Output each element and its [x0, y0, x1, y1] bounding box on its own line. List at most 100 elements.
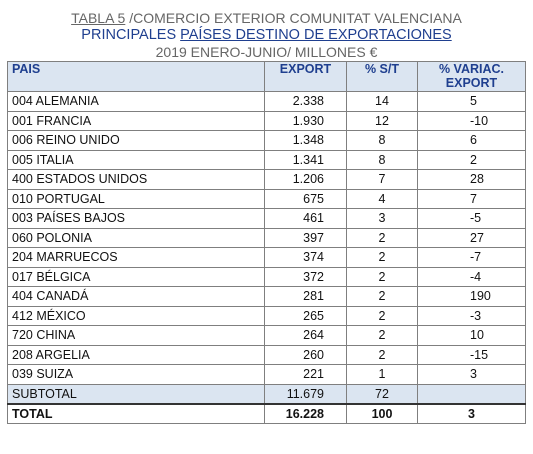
header-variac-line1: % VARIAC. — [438, 62, 505, 76]
row-st: 14 — [346, 91, 418, 112]
subtotal-variac — [417, 383, 526, 404]
table-row: 404 CANADÁ 281 2 190 — [7, 286, 526, 307]
row-pais: 412 MÉXICO — [7, 305, 265, 326]
table-row: 204 MARRUECOS 374 2 -7 — [7, 247, 526, 268]
table-row: 400 ESTADOS UNIDOS 1.206 7 28 — [7, 169, 526, 190]
total-row: TOTAL 16.228 100 3 — [7, 402, 526, 424]
row-st: 8 — [346, 130, 418, 151]
table-row: 010 PORTUGAL 675 4 7 — [7, 188, 526, 209]
row-pais: 003 PAÍSES BAJOS — [7, 208, 265, 229]
header-pais: PAIS — [7, 61, 265, 92]
table-subtitle: PRINCIPALES PAÍSES DESTINO DE EXPORTACIO… — [0, 27, 533, 44]
row-pais: 720 CHINA — [7, 325, 265, 346]
subtotal-st: 72 — [346, 383, 418, 404]
row-st: 2 — [346, 227, 418, 248]
table-row: 006 REINO UNIDO 1.348 8 6 — [7, 130, 526, 151]
row-variac: -7 — [417, 247, 526, 268]
total-export: 16.228 — [264, 402, 347, 424]
row-st: 2 — [346, 325, 418, 346]
row-pais: 006 REINO UNIDO — [7, 130, 265, 151]
row-pais: 204 MARRUECOS — [7, 247, 265, 268]
header-st: % S/T — [346, 61, 418, 92]
table-row: 208 ARGELIA 260 2 -15 — [7, 344, 526, 365]
row-st: 3 — [346, 208, 418, 229]
row-st: 1 — [346, 364, 418, 385]
row-pais: 004 ALEMANIA — [7, 91, 265, 112]
row-export: 260 — [264, 344, 347, 365]
row-pais: 017 BÉLGICA — [7, 266, 265, 287]
total-variac: 3 — [417, 402, 526, 424]
row-st: 2 — [346, 266, 418, 287]
row-export: 221 — [264, 364, 347, 385]
table-row: 060 POLONIA 397 2 27 — [7, 227, 526, 248]
row-variac: 28 — [417, 169, 526, 190]
row-export: 1.930 — [264, 110, 347, 131]
row-export: 461 — [264, 208, 347, 229]
subtitle-underlined: PAÍSES DESTINO DE EXPORTACIONES — [180, 27, 452, 43]
row-variac: -15 — [417, 344, 526, 365]
row-variac: 2 — [417, 149, 526, 170]
table-row: 003 PAÍSES BAJOS 461 3 -5 — [7, 208, 526, 229]
header-export: EXPORT — [264, 61, 347, 92]
total-st: 100 — [346, 402, 418, 424]
table-row: 004 ALEMANIA 2.338 14 5 — [7, 91, 526, 112]
row-variac: 27 — [417, 227, 526, 248]
table-row: 412 MÉXICO 265 2 -3 — [7, 305, 526, 326]
row-pais: 404 CANADÁ — [7, 286, 265, 307]
row-st: 2 — [346, 286, 418, 307]
row-export: 265 — [264, 305, 347, 326]
row-st: 7 — [346, 169, 418, 190]
row-export: 372 — [264, 266, 347, 287]
row-export: 281 — [264, 286, 347, 307]
row-pais: 060 POLONIA — [7, 227, 265, 248]
table-number: TABLA 5 — [71, 10, 126, 26]
row-st: 2 — [346, 305, 418, 326]
row-st: 2 — [346, 247, 418, 268]
row-pais: 010 PORTUGAL — [7, 188, 265, 209]
row-variac: -5 — [417, 208, 526, 229]
row-export: 1.348 — [264, 130, 347, 151]
subtotal-label: SUBTOTAL — [7, 383, 265, 404]
header-variac-line2: EXPORT — [445, 76, 498, 90]
table-period: 2019 ENERO-JUNIO/ MILLONES € — [155, 44, 378, 60]
row-variac: -3 — [417, 305, 526, 326]
row-variac: 7 — [417, 188, 526, 209]
table-title-rest: /COMERCIO EXTERIOR COMUNITAT VALENCIANA — [125, 10, 462, 26]
row-variac: 190 — [417, 286, 526, 307]
row-pais: 005 ITALIA — [7, 149, 265, 170]
subtitle-prefix: PRINCIPALES — [81, 27, 181, 43]
row-variac: 3 — [417, 364, 526, 385]
table-row: 017 BÉLGICA 372 2 -4 — [7, 266, 526, 287]
table-title: TABLA 5 /COMERCIO EXTERIOR COMUNITAT VAL… — [0, 10, 533, 27]
subtotal-export: 11.679 — [264, 383, 347, 404]
row-st: 4 — [346, 188, 418, 209]
row-export: 1.341 — [264, 149, 347, 170]
row-export: 397 — [264, 227, 347, 248]
row-variac: 10 — [417, 325, 526, 346]
row-pais: 400 ESTADOS UNIDOS — [7, 169, 265, 190]
header-variac: % VARIAC. EXPORT — [417, 61, 526, 92]
row-st: 2 — [346, 344, 418, 365]
row-pais: 208 ARGELIA — [7, 344, 265, 365]
row-export: 264 — [264, 325, 347, 346]
table-row: 001 FRANCIA 1.930 12 -10 — [7, 110, 526, 131]
table-row: 005 ITALIA 1.341 8 2 — [7, 149, 526, 170]
row-export: 675 — [264, 188, 347, 209]
total-label: TOTAL — [7, 402, 265, 424]
exports-table: PAIS EXPORT % S/T % VARIAC. EXPORT 004 AL… — [7, 61, 526, 424]
table-row: 039 SUIZA 221 1 3 — [7, 364, 526, 385]
row-variac: 5 — [417, 91, 526, 112]
subtotal-row: SUBTOTAL 11.679 72 — [7, 383, 526, 404]
row-export: 2.338 — [264, 91, 347, 112]
row-st: 8 — [346, 149, 418, 170]
table-row: 720 CHINA 264 2 10 — [7, 325, 526, 346]
row-pais: 039 SUIZA — [7, 364, 265, 385]
row-pais: 001 FRANCIA — [7, 110, 265, 131]
row-variac: 6 — [417, 130, 526, 151]
row-variac: -10 — [417, 110, 526, 131]
row-variac: -4 — [417, 266, 526, 287]
row-st: 12 — [346, 110, 418, 131]
header-row: PAIS EXPORT % S/T % VARIAC. EXPORT — [7, 61, 526, 92]
row-export: 374 — [264, 247, 347, 268]
row-export: 1.206 — [264, 169, 347, 190]
